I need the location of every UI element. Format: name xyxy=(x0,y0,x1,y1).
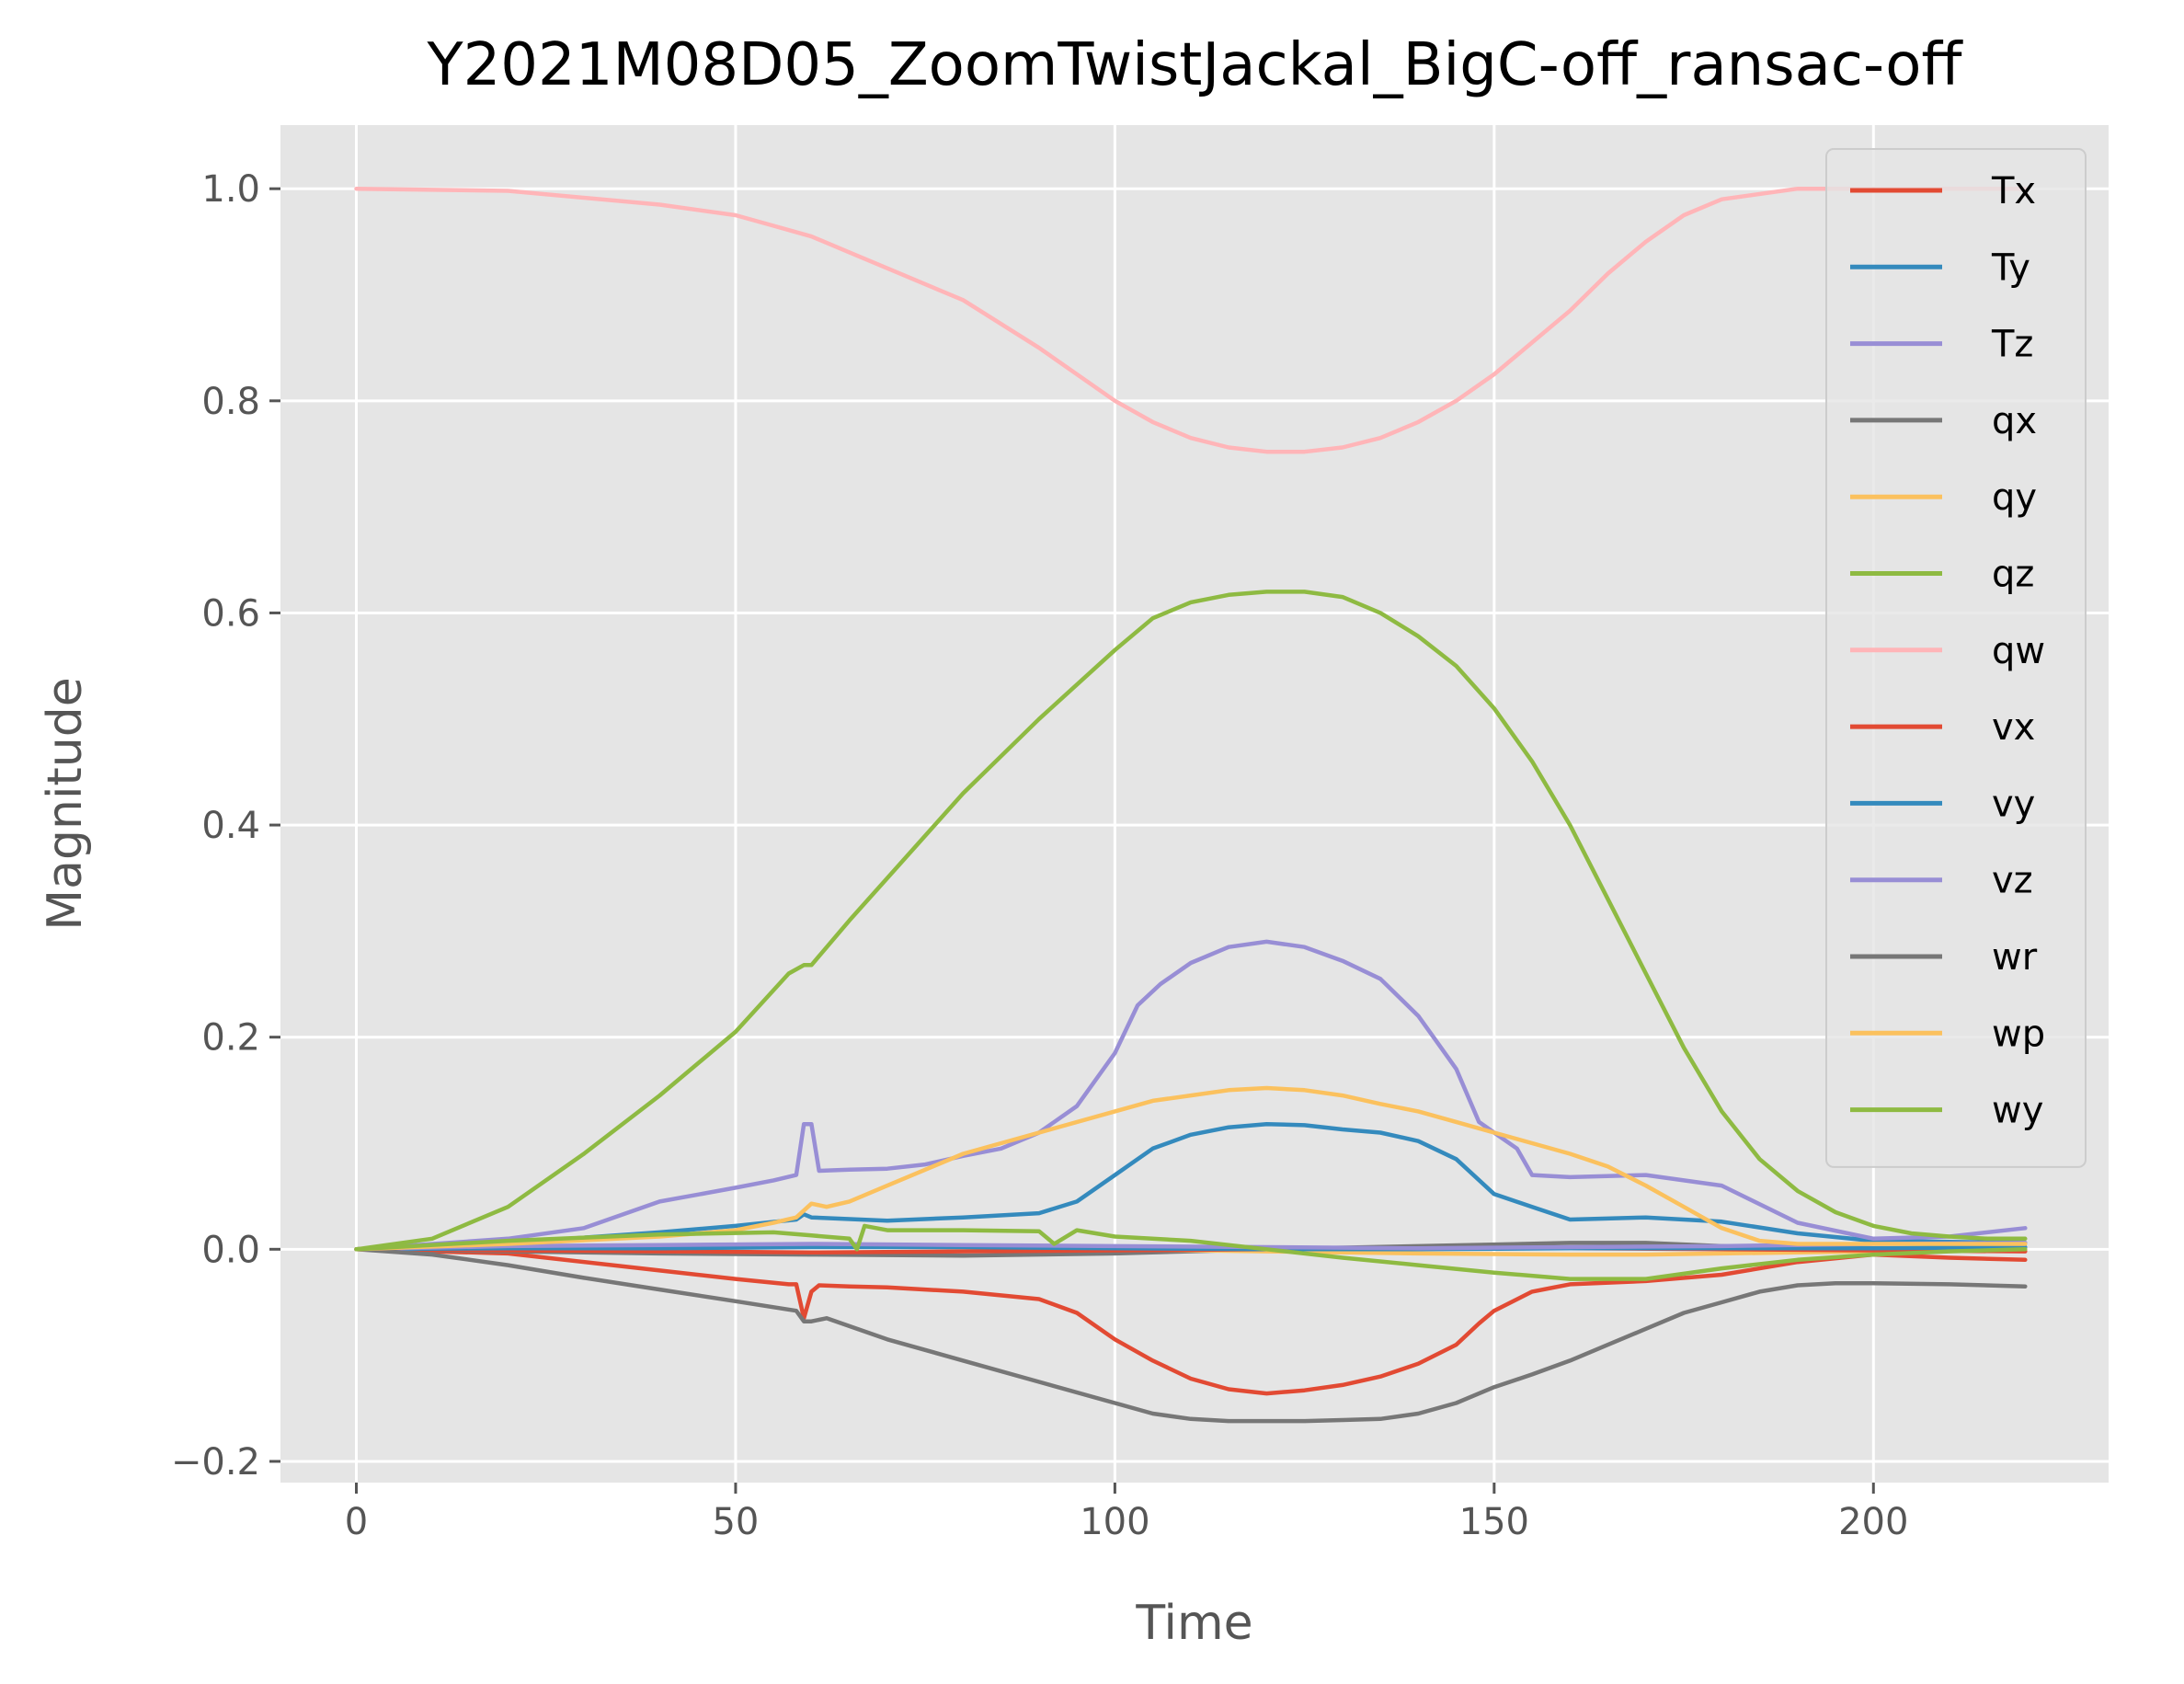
series-line-Tz xyxy=(354,939,2028,1252)
legend-label-qz: qz xyxy=(1992,554,2034,596)
legend: Tx Ty Tz qx qy qz qw vx vy vz wr wp wy xyxy=(1825,148,2087,1168)
legend-label-vy: vy xyxy=(1992,783,2035,825)
x-tick-label: 50 xyxy=(712,1501,759,1543)
plot-area xyxy=(280,125,2109,1483)
legend-label-Tx: Tx xyxy=(1991,170,2036,212)
series-line-Ty xyxy=(354,1121,2028,1252)
x-axis-ticks: 0 50 100 150 200 xyxy=(345,1483,1908,1543)
series-lines xyxy=(354,186,2028,1424)
x-tick-label: 200 xyxy=(1838,1501,1908,1543)
legend-label-qx: qx xyxy=(1992,400,2037,442)
y-axis-ticks: −0.2 0.0 0.2 0.4 0.6 0.8 1.0 xyxy=(171,168,280,1484)
y-tick-label: 0.2 xyxy=(201,1017,260,1060)
x-tick-label: 0 xyxy=(345,1501,368,1543)
legend-label-qw: qw xyxy=(1992,630,2045,672)
x-tick-label: 150 xyxy=(1459,1501,1529,1543)
series-line-vz xyxy=(354,1241,2028,1252)
y-tick-label: 0.6 xyxy=(201,592,260,635)
legend-label-wr: wr xyxy=(1992,936,2038,979)
y-tick-label: 0.0 xyxy=(201,1229,260,1271)
series-line-wp xyxy=(354,1085,2028,1252)
legend-label-vx: vx xyxy=(1992,706,2035,749)
y-tick-label: 0.8 xyxy=(201,381,260,423)
legend-label-vz: vz xyxy=(1992,860,2033,902)
legend-label-Tz: Tz xyxy=(1991,324,2033,366)
series-line-qz xyxy=(354,590,2028,1252)
series-line-wy xyxy=(354,1223,2028,1281)
x-axis-label: Time xyxy=(1135,1596,1252,1651)
legend-label-wy: wy xyxy=(1992,1090,2043,1132)
legend-label-wp: wp xyxy=(1992,1013,2045,1055)
series-line-Tx xyxy=(354,1247,2028,1396)
legend-label-Ty: Ty xyxy=(1991,246,2030,289)
y-axis-label: Magnitude xyxy=(38,677,93,931)
series-line-qw xyxy=(354,186,2028,454)
y-tick-label: 0.4 xyxy=(201,805,260,847)
legend-label-qy: qy xyxy=(1992,476,2037,519)
y-tick-label: −0.2 xyxy=(171,1441,260,1484)
series-line-vy xyxy=(354,1244,2028,1252)
chart-title: Y2021M08D05_ZoomTwistJackal_BigC-off_ran… xyxy=(426,31,1963,99)
legend-box xyxy=(1825,148,2087,1168)
y-tick-label: 1.0 xyxy=(201,168,260,211)
series-line-wr xyxy=(354,1247,2028,1424)
x-tick-label: 100 xyxy=(1080,1501,1149,1543)
